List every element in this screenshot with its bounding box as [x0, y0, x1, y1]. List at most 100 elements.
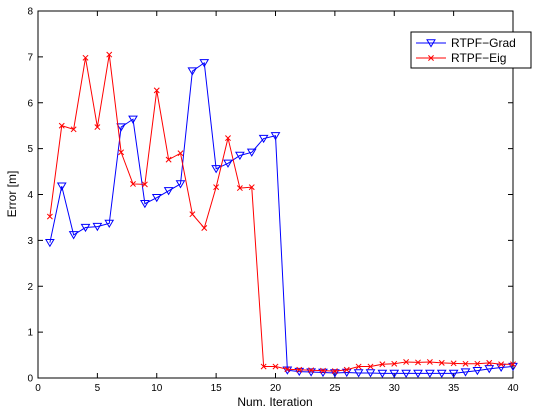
- series-eig: [46, 51, 516, 375]
- data-point-eig: [165, 156, 172, 163]
- plot-area: [37, 10, 514, 379]
- data-point-eig: [474, 360, 481, 367]
- data-point-eig: [58, 122, 65, 129]
- data-point-grad: [389, 369, 400, 378]
- data-point-grad: [175, 180, 186, 189]
- y-tick-label: 4: [27, 190, 33, 201]
- data-point-eig: [236, 185, 243, 192]
- data-point-eig: [367, 363, 374, 370]
- data-point-grad: [401, 369, 411, 378]
- legend-label-grad: RTPF−Grad: [451, 36, 516, 50]
- data-point-grad: [151, 194, 162, 203]
- data-point-eig: [438, 359, 445, 366]
- y-tick-label: 1: [27, 328, 33, 339]
- y-tick-label: 3: [27, 236, 33, 247]
- x-tick-label: 10: [151, 383, 163, 394]
- data-point-eig: [403, 358, 410, 365]
- legend-label-eig: RTPF−Eig: [451, 51, 506, 65]
- data-point-grad: [448, 369, 459, 378]
- data-point-eig: [106, 51, 113, 58]
- data-point-grad: [104, 219, 115, 228]
- data-point-eig: [141, 181, 148, 188]
- data-point-eig: [118, 149, 125, 156]
- x-tick-label: 0: [35, 383, 41, 394]
- data-point-grad: [199, 59, 210, 68]
- data-point-eig: [450, 360, 457, 367]
- data-point-eig: [82, 54, 89, 61]
- data-point-grad: [377, 369, 388, 378]
- y-tick-label: 6: [27, 98, 33, 109]
- y-tick-label: 0: [27, 374, 33, 385]
- data-point-eig: [498, 361, 505, 368]
- data-point-eig: [189, 211, 196, 218]
- data-point-eig: [130, 180, 136, 187]
- data-point-grad: [270, 132, 281, 141]
- data-point-eig: [248, 184, 255, 191]
- data-point-eig: [462, 360, 469, 367]
- data-point-grad: [223, 159, 233, 168]
- data-point-grad: [484, 365, 495, 374]
- data-point-grad: [353, 369, 364, 378]
- data-point-grad: [365, 369, 376, 378]
- y-axis-label: Error [m]: [5, 171, 19, 218]
- data-point-eig: [260, 363, 267, 370]
- data-point-eig: [94, 124, 101, 131]
- data-point-eig: [296, 366, 303, 373]
- series-line-grad: [49, 61, 514, 374]
- data-point-eig: [213, 184, 220, 191]
- data-point-eig: [177, 150, 184, 157]
- y-tick-label: 7: [27, 52, 33, 63]
- x-tick-label: 30: [389, 383, 401, 394]
- data-point-grad: [45, 238, 55, 248]
- x-tick-label: 20: [270, 383, 282, 394]
- data-point-grad: [163, 187, 174, 196]
- data-point-grad: [282, 366, 293, 375]
- data-point-eig: [510, 361, 516, 368]
- data-point-grad: [68, 231, 79, 240]
- data-point-grad: [425, 369, 435, 378]
- legend-marker-eig: [428, 55, 434, 61]
- data-point-eig: [343, 366, 350, 373]
- data-point-grad: [472, 366, 483, 376]
- data-point-grad: [436, 369, 447, 378]
- data-point-eig: [201, 225, 208, 231]
- x-tick-label: 25: [329, 383, 341, 394]
- data-point-eig: [46, 213, 53, 220]
- data-point-grad: [235, 151, 245, 161]
- data-point-grad: [211, 165, 221, 174]
- x-tick-label: 15: [211, 383, 223, 394]
- data-point-eig: [486, 359, 493, 366]
- x-tick-label: 35: [448, 383, 460, 394]
- y-tick-label: 2: [27, 282, 33, 293]
- data-point-eig: [320, 367, 326, 374]
- data-point-grad: [80, 223, 91, 233]
- data-point-grad: [92, 222, 103, 232]
- y-tick-label: 5: [27, 144, 33, 155]
- series-line-eig: [49, 54, 513, 372]
- data-point-grad: [246, 148, 257, 157]
- data-point-eig: [331, 368, 338, 375]
- data-point-eig: [284, 366, 291, 373]
- data-point-grad: [116, 123, 126, 132]
- y-tick-label: 8: [27, 7, 33, 18]
- legend-marker-grad: [426, 39, 436, 48]
- axis-ticks: 0 5 10 15 20 25 30 35 40 0 1 2 3 4 5 6 7 8: [27, 7, 519, 395]
- x-axis-label: Num. Iteration: [237, 395, 312, 409]
- data-point-eig: [391, 360, 398, 367]
- data-point-eig: [379, 361, 386, 368]
- data-point-grad: [258, 134, 269, 144]
- data-point-eig: [308, 367, 315, 374]
- data-point-eig: [426, 358, 433, 365]
- data-point-eig: [153, 87, 160, 94]
- data-point-grad: [140, 199, 150, 209]
- data-point-grad: [460, 368, 471, 377]
- data-point-eig: [70, 126, 77, 133]
- data-point-eig: [225, 135, 231, 142]
- x-tick-label: 40: [507, 383, 519, 394]
- data-point-eig: [415, 359, 421, 366]
- x-tick-label: 5: [95, 383, 101, 394]
- data-point-grad: [187, 67, 198, 76]
- legend-box: [410, 31, 532, 69]
